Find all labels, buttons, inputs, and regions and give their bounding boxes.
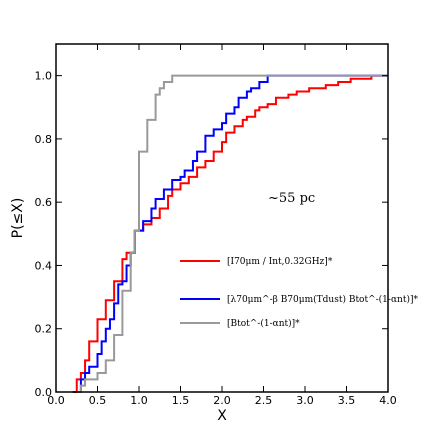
y-tick-label: 0.8: [35, 133, 53, 146]
y-tick-label: 1.0: [35, 70, 53, 83]
x-tick-label: 1.5: [172, 394, 190, 407]
x-tick-label: 2.5: [255, 394, 273, 407]
x-tick-label: 3.5: [338, 394, 356, 407]
x-tick-label: 0.5: [89, 394, 107, 407]
y-tick-label: 0.4: [35, 259, 53, 272]
series-line-red: [72, 74, 388, 393]
distance-annotation: ~55 pc: [268, 191, 315, 206]
axis-ticks: 0.0 0.5 1.0 1.5 2.0 2.5 3.0 3.5 4.0 0.0 0.2 0.4 0.6 0…: [35, 44, 397, 407]
legend-label-red: [I70μm / Int,0.32GHz]*: [227, 257, 333, 267]
y-tick-label: 0.2: [35, 323, 53, 336]
legend-label-blue: [λ70μm^-β B70μm(Tdust) Btot^-(1-αnt)]*: [227, 294, 418, 305]
legend: [I70μm / Int,0.32GHz]* [λ70μm^-β B70μm(T…: [180, 257, 418, 329]
x-tick-label: 4.0: [379, 394, 397, 407]
y-axis-label: P(≤X): [10, 198, 26, 239]
x-tick-label: 2.0: [213, 394, 231, 407]
y-tick-label: 0.6: [35, 196, 53, 209]
y-tick-label: 0.0: [35, 386, 53, 399]
x-tick-label: 1.0: [130, 394, 148, 407]
legend-label-gray: [Btot^-(1-αnt)]*: [227, 318, 300, 329]
series-line-blue: [76, 74, 388, 393]
x-axis-label: X: [217, 408, 227, 424]
x-tick-label: 0.0: [47, 394, 65, 407]
x-tick-label: 3.0: [296, 394, 314, 407]
series-line-gray: [76, 74, 388, 393]
plot-lines: [72, 74, 388, 393]
